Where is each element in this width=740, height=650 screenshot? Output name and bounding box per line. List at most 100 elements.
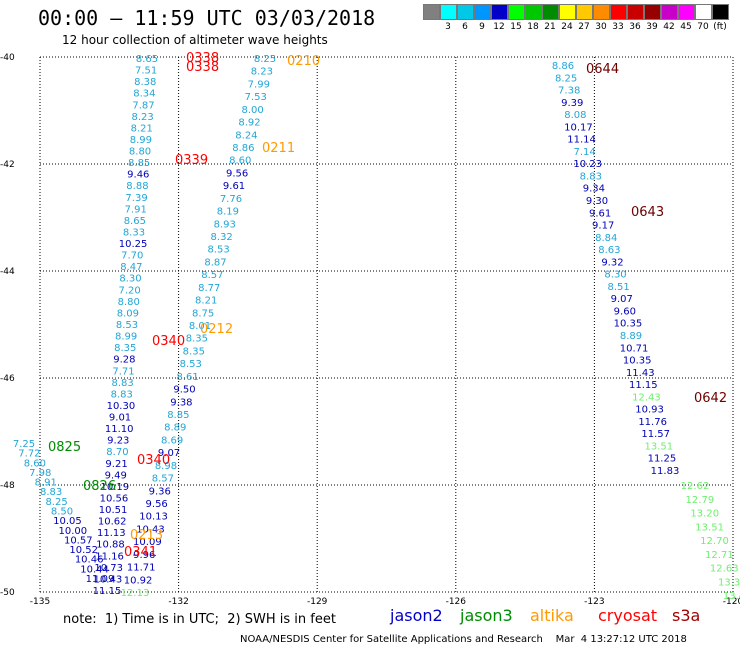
wave-height-value: 13.4 <box>723 591 740 602</box>
wave-height-value: 7.91 <box>125 204 147 215</box>
wave-height-value: 9.28 <box>113 355 135 366</box>
wave-height-value: 8.00 <box>241 105 263 116</box>
wave-height-value: 7.72 <box>18 449 40 460</box>
latitude-label: -44 <box>0 267 15 277</box>
wave-height-value: 10.44 <box>80 564 109 575</box>
pass-time-label: 0340 <box>137 453 170 468</box>
wave-height-value: 11.14 <box>567 135 596 146</box>
page-title: 00:00 – 11:59 UTC 03/03/2018 <box>38 6 376 30</box>
wave-height-value: 8.65 <box>124 216 146 227</box>
wave-height-value: 7.76 <box>220 194 242 205</box>
scale-swatch <box>542 4 559 20</box>
scale-label: 6 <box>462 22 468 32</box>
latitude-label: -50 <box>0 588 15 598</box>
pass-time-label: 0643 <box>631 205 664 220</box>
wave-height-value: 8.83 <box>580 171 602 182</box>
scale-label: 15 <box>510 22 522 32</box>
wave-height-value: 10.23 <box>573 159 602 170</box>
map-grid <box>39 56 734 593</box>
wave-height-value: 8.24 <box>235 130 257 141</box>
wave-height-value: 7.87 <box>132 100 154 111</box>
satellite-legend-s3a: s3a <box>672 606 701 625</box>
scale-swatch <box>474 4 491 20</box>
wave-height-value: 10.09 <box>133 537 162 548</box>
wave-height-value: 11.25 <box>648 454 677 465</box>
scale-swatch <box>593 4 610 20</box>
wave-height-value: 8.86 <box>232 143 254 154</box>
wave-height-value: 8.53 <box>207 245 229 256</box>
scale-label: 36 <box>629 22 641 32</box>
wave-height-value: 8.70 <box>106 447 128 458</box>
wave-height-value: 8.88 <box>126 181 148 192</box>
wave-height-value: 8.98 <box>155 461 177 472</box>
scale-label: 21 <box>544 22 556 32</box>
scale-swatch <box>559 4 576 20</box>
wave-height-value: 9.30 <box>586 196 608 207</box>
wave-height-value: 8.08 <box>564 110 586 121</box>
wave-height-value: 11.57 <box>641 429 670 440</box>
wave-height-value: 9.07 <box>611 294 633 305</box>
wave-height-value: 9.46 <box>127 170 149 181</box>
wave-height-value: 9.56 <box>226 168 248 179</box>
wave-height-value: 9.61 <box>589 208 611 219</box>
scale-swatch <box>661 4 678 20</box>
wave-height-value: 9.56 <box>146 499 168 510</box>
wave-height-value: 9.49 <box>105 470 127 481</box>
wave-height-value: 9.50 <box>173 385 195 396</box>
pass-time-label: 0210 <box>287 54 320 69</box>
pass-time-label: 0644 <box>586 62 619 77</box>
longitude-label: -123 <box>584 597 604 605</box>
latitude-label: -48 <box>0 481 15 491</box>
wave-height-value: 8.51 <box>608 282 630 293</box>
wave-height-value: 12.79 <box>686 495 715 506</box>
wave-height-value: 8.61 <box>176 372 198 383</box>
scale-label: 45 <box>680 22 692 32</box>
scale-label: 39 <box>646 22 658 32</box>
wave-height-value: 11.09 <box>86 574 115 585</box>
wave-height-value: 8.77 <box>198 283 220 294</box>
wave-height-value: 7.20 <box>118 285 140 296</box>
wave-height-value: 8.65 <box>136 54 158 65</box>
wave-height-value: 10.57 <box>64 535 93 546</box>
wave-height-value: 8.93 <box>214 219 236 230</box>
wave-height-value: 8.19 <box>217 207 239 218</box>
wave-height-value: 10.62 <box>98 517 127 528</box>
wave-height-value: 8.35 <box>114 343 136 354</box>
wave-height-value: 8.35 <box>183 346 205 357</box>
wave-height-value: 8.60 <box>24 458 46 469</box>
wave-height-value: 8.80 <box>129 147 151 158</box>
map-axis-labels: -40 -42 -44 -46 -48 -50 -135 -132 -129 -126 -123 -1… <box>0 53 740 605</box>
scale-label: 9 <box>479 22 485 32</box>
page-subtitle: 12 hour collection of altimeter wave hei… <box>62 33 328 47</box>
wave-height-value: 8.21 <box>131 123 153 134</box>
wave-height-value: 11.16 <box>95 551 124 562</box>
wave-height-value: 7.38 <box>558 86 580 97</box>
pass-time-label: 0826 <box>83 479 116 494</box>
wave-height-value: 10.73 <box>94 563 123 574</box>
scale-swatch <box>525 4 542 20</box>
pass-time-label: 0825 <box>48 440 81 455</box>
wave-height-value: 10.43 <box>136 524 165 535</box>
pass-time-label: 0339 <box>175 153 208 168</box>
wave-height-value: 9.17 <box>592 221 614 232</box>
wave-height-value: 13.51 <box>695 522 724 533</box>
footer-note: note: 1) Time is in UTC; 2) SWH is in fe… <box>63 612 336 627</box>
wave-height-value: 8.87 <box>204 257 226 268</box>
pass-time-label: 0211 <box>262 141 295 156</box>
longitude-label: -135 <box>30 597 50 605</box>
scale-swatch <box>440 4 457 20</box>
wave-height-value: 8.91 <box>35 478 57 489</box>
wave-height-value: 8.63 <box>598 245 620 256</box>
wave-height-value: 8.99 <box>130 135 152 146</box>
footer-credit: NOAA/NESDIS Center for Satellite Applica… <box>240 634 687 645</box>
latitude-label: -40 <box>0 53 15 63</box>
wave-height-value: 8.38 <box>134 77 156 88</box>
wave-height-value: 10.88 <box>96 540 125 551</box>
wave-height-value: 8.89 <box>620 331 642 342</box>
pass-time-label: 0212 <box>200 322 233 337</box>
wave-height-value: 8.85 <box>167 410 189 421</box>
wave-height-value: 10.46 <box>75 555 104 566</box>
wave-height-value: 10.19 <box>101 482 130 493</box>
wave-height-value: 11.13 <box>97 528 126 539</box>
